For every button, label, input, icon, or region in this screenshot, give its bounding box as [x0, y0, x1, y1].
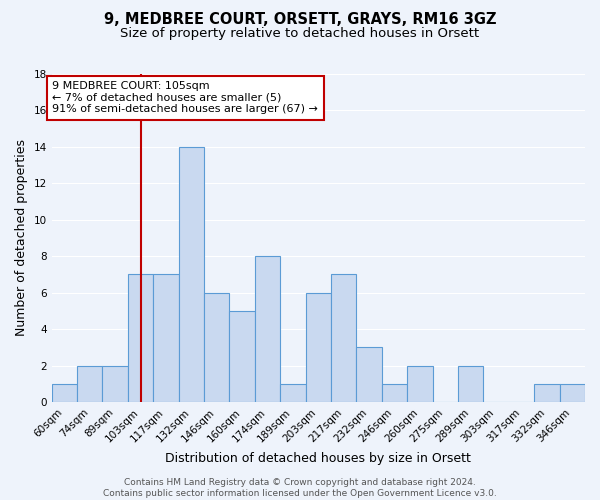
Bar — [77, 366, 103, 402]
Y-axis label: Number of detached properties: Number of detached properties — [15, 140, 28, 336]
Bar — [103, 366, 128, 402]
Bar — [179, 147, 204, 402]
Bar — [534, 384, 560, 402]
Bar — [382, 384, 407, 402]
Bar — [153, 274, 179, 402]
X-axis label: Distribution of detached houses by size in Orsett: Distribution of detached houses by size … — [166, 452, 471, 465]
Bar — [305, 292, 331, 402]
Text: 9, MEDBREE COURT, ORSETT, GRAYS, RM16 3GZ: 9, MEDBREE COURT, ORSETT, GRAYS, RM16 3G… — [104, 12, 496, 28]
Bar — [229, 311, 255, 402]
Bar — [128, 274, 153, 402]
Bar — [458, 366, 484, 402]
Bar — [356, 348, 382, 402]
Bar — [204, 292, 229, 402]
Bar — [331, 274, 356, 402]
Bar — [255, 256, 280, 402]
Bar — [52, 384, 77, 402]
Bar — [560, 384, 585, 402]
Text: 9 MEDBREE COURT: 105sqm
← 7% of detached houses are smaller (5)
91% of semi-deta: 9 MEDBREE COURT: 105sqm ← 7% of detached… — [52, 82, 318, 114]
Text: Size of property relative to detached houses in Orsett: Size of property relative to detached ho… — [121, 28, 479, 40]
Bar — [280, 384, 305, 402]
Text: Contains HM Land Registry data © Crown copyright and database right 2024.
Contai: Contains HM Land Registry data © Crown c… — [103, 478, 497, 498]
Bar — [407, 366, 433, 402]
